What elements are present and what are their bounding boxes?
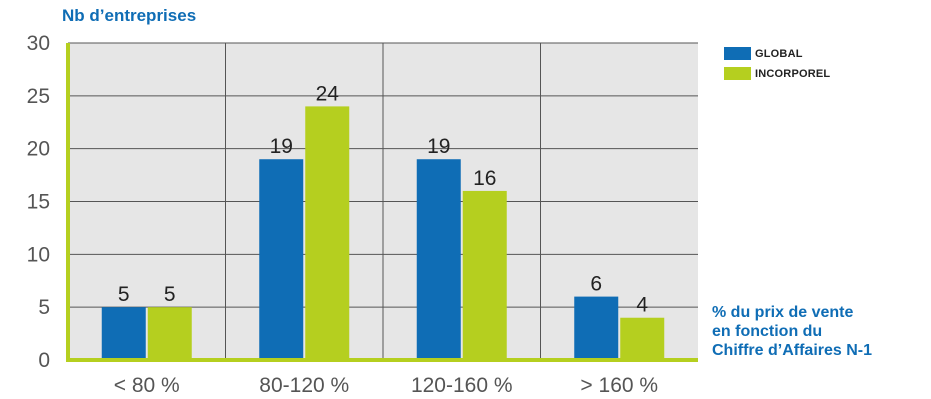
y-tick-label: 15: [27, 191, 50, 214]
legend-swatch-incorporel: [724, 67, 751, 80]
category-separators: [225, 43, 541, 360]
x-tick-label: 80-120 %: [259, 374, 349, 397]
bar-value-label: 5: [118, 283, 130, 306]
bar-value-label: 19: [427, 135, 450, 158]
y-tick-label: 25: [27, 85, 50, 108]
legend-item-global: GLOBAL: [724, 45, 830, 62]
legend-item-incorporel: INCORPOREL: [724, 65, 830, 82]
x-axis-title-line: Chiffre d’Affaires N-1: [712, 342, 873, 359]
legend-label-global: GLOBAL: [755, 47, 803, 60]
bar-incorporel: [305, 106, 350, 361]
x-axis-title-line: en fonction du: [712, 323, 823, 340]
y-tick-label: 30: [27, 32, 50, 55]
bar-global: [574, 296, 619, 360]
y-tick-label: 20: [27, 138, 50, 161]
bar-value-label: 24: [316, 82, 340, 105]
bar-incorporel: [147, 307, 192, 360]
bar-labels: 5 5 19 24 19 16 6 4: [118, 82, 649, 316]
bar-value-label: 4: [636, 294, 648, 317]
bar-value-label: 19: [270, 135, 293, 158]
y-axis-title: Nb d’entreprises: [62, 6, 197, 25]
y-tick-label: 10: [27, 243, 50, 266]
x-tick-labels: < 80 % 80-120 % 120-160 % > 160 %: [114, 374, 658, 397]
legend: GLOBAL INCORPOREL: [724, 45, 830, 85]
bar-global: [259, 159, 304, 360]
bars: [101, 106, 665, 361]
x-axis-title: % du prix de vente en fonction du Chiffr…: [712, 303, 927, 360]
bar-incorporel: [620, 317, 665, 360]
y-tick-label: 5: [38, 296, 50, 319]
legend-label-incorporel: INCORPOREL: [755, 67, 831, 80]
legend-swatch-global: [724, 47, 751, 60]
x-tick-label: 120-160 %: [411, 374, 513, 397]
bar-value-label: 16: [473, 167, 496, 190]
y-tick-label: 0: [38, 349, 50, 372]
bar-value-label: 6: [590, 273, 602, 296]
x-tick-label: > 160 %: [580, 374, 658, 397]
bar-value-label: 5: [164, 283, 176, 306]
x-tick-label: < 80 %: [114, 374, 180, 397]
x-axis-title-line: % du prix de vente: [712, 304, 854, 321]
bar-global: [416, 159, 461, 360]
y-tick-labels: 0 5 10 15 20 25 30: [27, 32, 50, 372]
bar-global: [101, 307, 146, 360]
axes: [66, 43, 698, 362]
bar-incorporel: [462, 190, 507, 360]
